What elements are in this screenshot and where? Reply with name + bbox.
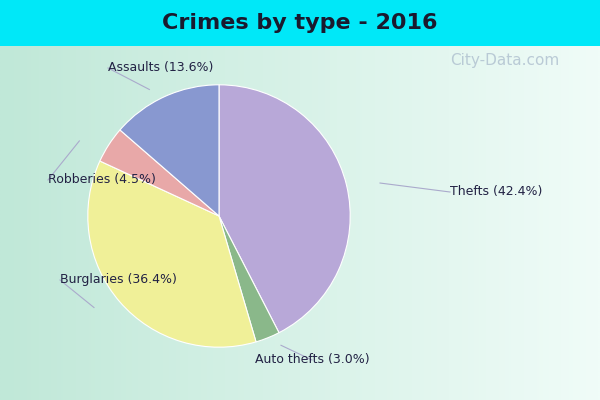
- Wedge shape: [120, 85, 219, 216]
- Text: Crimes by type - 2016: Crimes by type - 2016: [162, 13, 438, 33]
- Wedge shape: [219, 85, 350, 333]
- Wedge shape: [219, 216, 279, 342]
- Wedge shape: [88, 161, 256, 347]
- Text: Thefts (42.4%): Thefts (42.4%): [450, 186, 542, 198]
- Text: Robberies (4.5%): Robberies (4.5%): [48, 174, 156, 186]
- Text: Auto thefts (3.0%): Auto thefts (3.0%): [254, 354, 370, 366]
- Text: Assaults (13.6%): Assaults (13.6%): [108, 62, 214, 74]
- Text: City-Data.com: City-Data.com: [450, 52, 559, 68]
- Text: Burglaries (36.4%): Burglaries (36.4%): [60, 274, 177, 286]
- Wedge shape: [100, 130, 219, 216]
